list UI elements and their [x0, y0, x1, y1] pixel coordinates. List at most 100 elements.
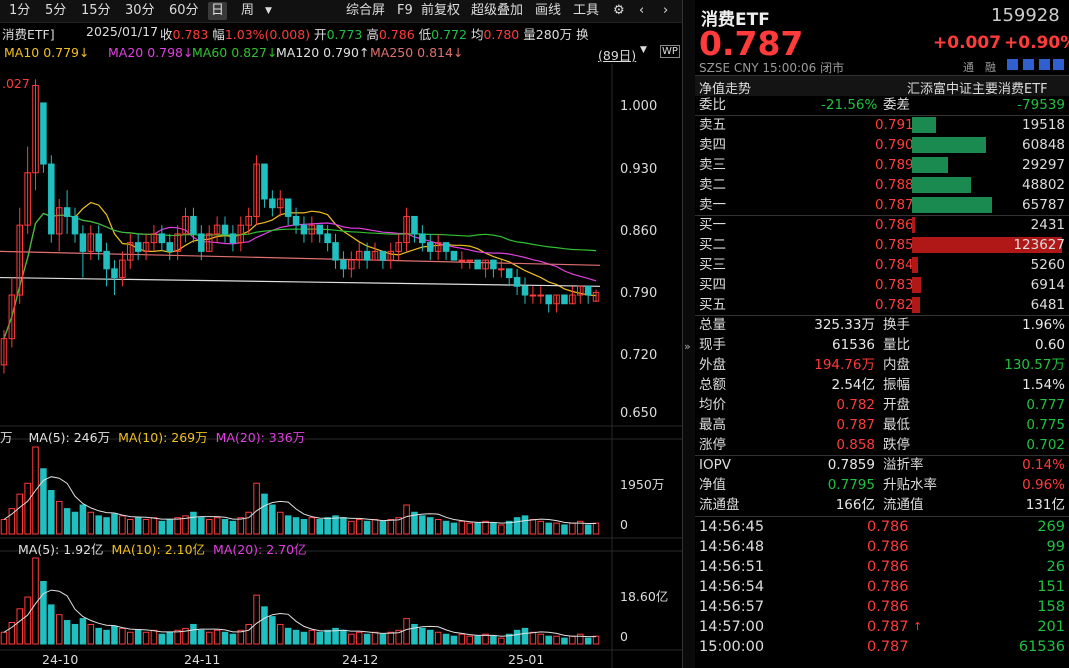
amount-bar — [577, 633, 584, 645]
candle — [24, 172, 31, 226]
gear-icon[interactable]: ⚙ — [613, 3, 625, 18]
asks-row[interactable]: 卖五 0.791 19518 — [699, 115, 1065, 135]
toolbar-composite[interactable]: 综合屏 — [346, 3, 386, 18]
volume-bar — [55, 500, 63, 535]
amount-bar — [371, 631, 379, 645]
caret-down-icon[interactable]: ▼ — [265, 6, 272, 16]
amount-bar — [450, 635, 458, 645]
volume-ma20: MA(20): 336万 — [215, 430, 306, 445]
asks-row[interactable]: 卖二 0.788 48802 — [699, 175, 1065, 195]
stat-value: 0.782 — [836, 397, 875, 413]
badge-icon — [1053, 59, 1064, 70]
amount-bar — [277, 623, 284, 645]
volume-bar — [561, 524, 568, 535]
tick-volume: 158 — [1037, 599, 1065, 615]
expand-icon[interactable]: » — [684, 340, 691, 353]
bids-label: 买四 — [699, 277, 726, 293]
candle — [103, 250, 110, 270]
candle — [348, 259, 355, 270]
asks-volume-bar — [912, 177, 971, 193]
period-15min[interactable]: 15分 — [81, 3, 111, 18]
candle — [63, 207, 71, 217]
bids-row[interactable]: 买三 0.784 5260 — [699, 255, 1065, 275]
volume-bar — [584, 524, 592, 535]
bids-row[interactable]: 买四 0.783 6914 — [699, 275, 1065, 295]
candle — [490, 259, 497, 270]
volume-bar — [213, 517, 221, 535]
bids-row[interactable]: 买二 0.785 123627 — [699, 235, 1065, 255]
asks-row[interactable]: 卖四 0.790 60848 — [699, 135, 1065, 155]
amount-bar — [16, 608, 23, 645]
open-value: 0.773 — [326, 27, 363, 42]
period-week[interactable]: 周 — [241, 3, 255, 18]
price-tick-4: 0.790 — [620, 286, 658, 301]
amount-bar — [63, 620, 71, 645]
period-day[interactable]: 日 — [208, 2, 228, 20]
up-arrow-icon: ↑ — [913, 620, 923, 633]
stat-label: 现手 — [699, 337, 726, 353]
panel-divider[interactable]: » — [682, 0, 696, 668]
candle — [521, 285, 529, 296]
nav-header — [695, 76, 1069, 96]
kline-chart[interactable] — [0, 64, 682, 668]
candle — [119, 259, 126, 279]
amount-bar — [340, 629, 347, 645]
chevron-right-icon[interactable]: › — [663, 3, 669, 18]
stat-value: 0.775 — [1026, 417, 1065, 433]
stat-row: 总量 325.33万 换手 1.96% — [699, 315, 1065, 335]
toolbar-overlay[interactable]: 超级叠加 — [471, 3, 524, 18]
volume-unit: 万 — [0, 430, 13, 445]
toolbar-tools[interactable]: 工具 — [573, 3, 600, 18]
amount-bar — [190, 623, 197, 645]
period-5min[interactable]: 5分 — [45, 3, 67, 18]
candle — [403, 215, 410, 244]
volume-bar — [569, 522, 576, 535]
amount-bar — [40, 580, 47, 645]
bids-row[interactable]: 买五 0.782 6481 — [699, 295, 1065, 315]
days-selector[interactable]: (89日) — [598, 48, 637, 63]
stat-label: IOPV — [699, 457, 731, 473]
candle — [474, 259, 481, 270]
caret-down-icon[interactable]: ▼ — [640, 45, 647, 55]
tick-price: 0.786 — [867, 539, 909, 555]
volume-bar — [95, 515, 102, 535]
candles-group — [0, 79, 600, 374]
range-label: 幅 — [212, 27, 225, 42]
ma250-line — [0, 250, 601, 266]
toolbar-adjust[interactable]: 前复权 — [421, 3, 461, 18]
volume-bar — [245, 511, 252, 535]
volume-bar — [316, 519, 324, 535]
volume-bar — [403, 504, 410, 535]
volume-bar — [261, 493, 268, 535]
bids-row[interactable]: 买一 0.786 2431 — [699, 215, 1065, 235]
amount-bar — [498, 637, 505, 645]
chevron-left-icon[interactable]: ‹ — [639, 3, 645, 18]
volume-bar — [387, 519, 395, 535]
period-30min[interactable]: 30分 — [125, 3, 155, 18]
candle — [142, 242, 150, 252]
volume-ma5: MA(5): 246万 — [28, 430, 111, 445]
amount-bar — [482, 633, 489, 645]
asks-row[interactable]: 卖三 0.789 29297 — [699, 155, 1065, 175]
asks-row[interactable]: 卖一 0.787 65787 — [699, 195, 1065, 215]
toolbar-draw[interactable]: 画线 — [535, 3, 562, 18]
candle — [229, 233, 237, 244]
volume-bar — [79, 504, 87, 535]
volume-bar — [340, 517, 347, 535]
candle — [40, 102, 47, 165]
stat-label: 均价 — [699, 397, 726, 413]
period-60min[interactable]: 60分 — [169, 3, 199, 18]
stat-value: 194.76万 — [814, 357, 875, 373]
stat-value: 0.777 — [1026, 397, 1065, 413]
ma60-legend: MA60 0.827↓ — [192, 45, 278, 60]
amount-bar — [561, 637, 568, 645]
wp-icon[interactable]: WP — [660, 45, 680, 58]
nav-tab[interactable]: 净值走势 — [699, 82, 752, 97]
period-1min[interactable]: 1分 — [9, 3, 31, 18]
tick-price: 0.786 — [867, 519, 909, 535]
swap-label: 换 — [576, 27, 589, 42]
toolbar-f9[interactable]: F9 — [397, 3, 413, 18]
amount-bar — [261, 606, 268, 645]
candle — [0, 338, 8, 366]
amount-bar — [95, 627, 102, 645]
